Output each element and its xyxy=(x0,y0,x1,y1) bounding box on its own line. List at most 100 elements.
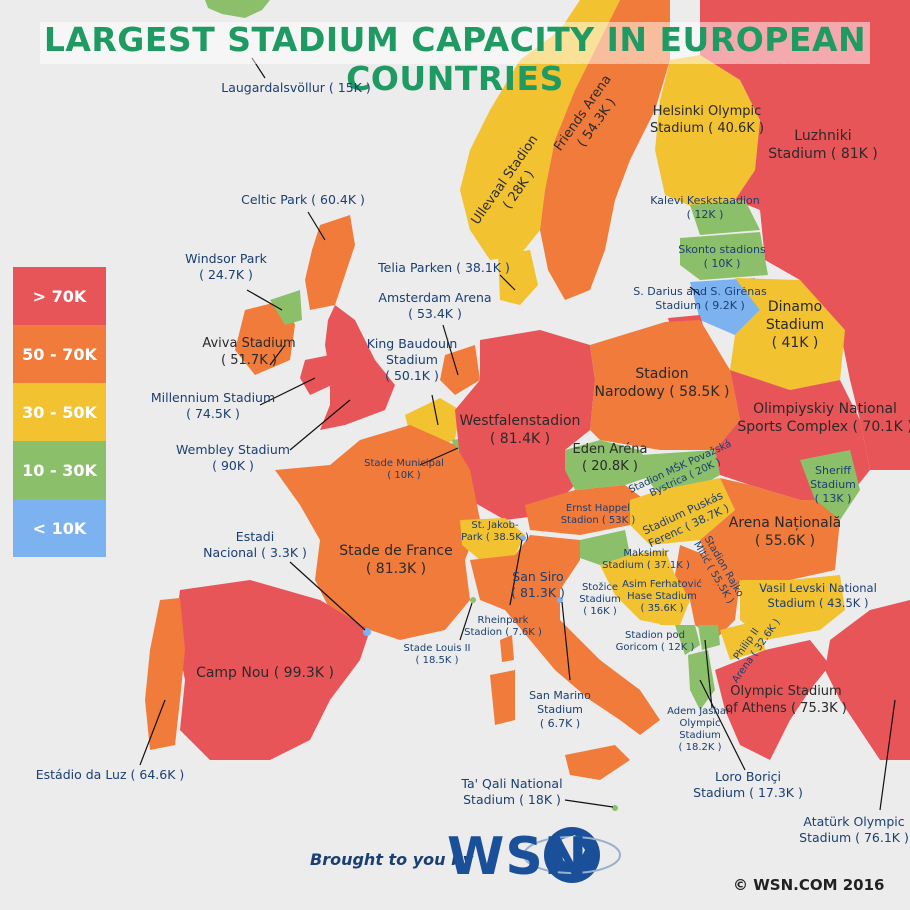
country-malta xyxy=(612,805,618,811)
legend-item-10-30k: 10 - 30K xyxy=(13,441,106,499)
label-kosovo: Adem Jashari Olympic Stadium( 18.2K ) xyxy=(667,706,733,753)
label-romania: Arena Națională( 55.6K ) xyxy=(728,515,842,549)
legend-item-50-70k: 50 - 70K xyxy=(13,325,106,383)
label-bosnia: Asim Ferhatović Hase Stadium( 35.6K ) xyxy=(622,579,702,614)
label-malta: Ta' Qali National Stadium ( 18K ) xyxy=(461,776,563,807)
country-iceland xyxy=(205,0,270,18)
label-denmark: Telia Parken ( 38.1K ) xyxy=(378,260,510,275)
legend-item-over-70k: > 70K xyxy=(13,267,106,325)
country-latvia xyxy=(680,232,768,280)
legend-item-30-50k: 30 - 50K xyxy=(13,383,106,441)
label-france: Stade de France( 81.3K ) xyxy=(339,543,453,577)
country-hungary xyxy=(630,478,735,545)
island-corsica xyxy=(500,635,514,662)
country-scotland xyxy=(305,215,355,310)
country-switzerland xyxy=(460,518,525,560)
country-france xyxy=(275,425,480,640)
label-spain: Camp Nou ( 99.3K ) xyxy=(196,665,334,681)
island-sardinia xyxy=(490,670,515,725)
label-croatia: Maksimir Stadium ( 37.1K ) xyxy=(602,548,690,571)
label-estonia: Kalevi Keskstaadion( 12K ) xyxy=(650,194,760,221)
country-finland xyxy=(655,55,760,210)
label-czech: Eden Aréna( 20.8K ) xyxy=(572,442,648,474)
wsn-globe-icon xyxy=(523,827,621,883)
label-germany: Westfalenstadion( 81.4K ) xyxy=(459,413,581,447)
country-slovakia xyxy=(640,450,720,492)
label-austria: Ernst Happel Stadion ( 53K ) xyxy=(560,503,636,526)
country-spain xyxy=(175,580,370,760)
label-poland: Stadion Narodowy ( 58.5K ) xyxy=(594,366,730,400)
label-iceland: Laugardalsvöllur ( 15K ) xyxy=(221,80,371,95)
label-scotland: Celtic Park ( 60.4K ) xyxy=(241,192,365,207)
country-czech xyxy=(565,440,655,490)
label-northern-ireland: Windsor Park( 24.7K ) xyxy=(185,251,267,282)
country-germany xyxy=(455,330,595,520)
country-bosnia xyxy=(640,575,690,625)
country-slovenia xyxy=(580,530,630,565)
label-belgium: King Baudouin Stadium( 50.1K ) xyxy=(366,336,458,383)
label-luxembourg: Stade Municipal( 10K ) xyxy=(364,458,444,481)
label-england: Wembley Stadium( 90K ) xyxy=(176,442,290,473)
country-serbia xyxy=(675,545,740,640)
island-sicily xyxy=(565,745,630,780)
country-turkey xyxy=(825,600,910,760)
label-san-marino: San Marino Stadium( 6.7K ) xyxy=(529,689,591,730)
label-finland: Helsinki Olympic Stadium ( 40.6K ) xyxy=(649,104,765,136)
country-netherlands xyxy=(440,345,480,395)
label-italy: San Siro( 81.3K ) xyxy=(511,569,565,600)
country-moldova xyxy=(800,450,860,520)
label-slovenia: Stožice Stadium( 16K ) xyxy=(579,582,621,617)
country-austria xyxy=(525,485,645,535)
label-ukraine: Olimpiyskiy National Sports Complex ( 70.… xyxy=(737,401,910,435)
country-montenegro xyxy=(675,625,700,655)
legend: > 70K 50 - 70K 30 - 50K 10 - 30K < 10K xyxy=(13,267,106,557)
label-albania: Loro Boriçi Stadium ( 17.3K ) xyxy=(693,769,803,800)
leader-lines xyxy=(139,57,896,811)
label-latvia: Skonto stadions( 10K ) xyxy=(678,243,766,270)
copyright: © WSN.COM 2016 xyxy=(733,876,885,894)
country-belarus xyxy=(730,278,845,390)
country-england xyxy=(320,305,395,430)
country-poland xyxy=(590,320,740,450)
label-lithuania: S. Darius and S. Girėnas Stadium ( 9.2K ) xyxy=(633,285,767,312)
country-russia xyxy=(700,0,910,470)
country-lithuania xyxy=(690,278,760,335)
country-albania xyxy=(688,650,715,710)
label-monaco: Stade Louis II( 18.5K ) xyxy=(403,643,471,666)
country-denmark xyxy=(498,250,538,305)
label-moldova: Sheriff Stadium( 13K ) xyxy=(810,464,856,505)
label-belarus: Dinamo Stadium( 41K ) xyxy=(765,299,825,351)
label-bulgaria: Vasil Levski National Stadium ( 43.5K ) xyxy=(759,581,877,610)
country-norway xyxy=(460,0,620,260)
label-wales: Millennium Stadium( 74.5K ) xyxy=(150,390,276,421)
country-liechtenstein xyxy=(520,535,526,541)
legend-item-under-10k: < 10K xyxy=(13,499,106,557)
country-monaco xyxy=(470,597,476,603)
label-switzerland: St. Jakob- Park ( 38.5K ) xyxy=(461,520,529,543)
label-russia: Luzhniki Stadium ( 81K ) xyxy=(768,128,878,162)
country-estonia xyxy=(690,200,760,235)
country-wales xyxy=(300,355,332,395)
country-sweden xyxy=(540,0,670,300)
label-liechtenstein: Rheinpark Stadion ( 7.6K ) xyxy=(464,615,542,638)
country-kosovo xyxy=(698,625,720,650)
country-bulgaria xyxy=(740,575,845,640)
country-san-marino xyxy=(557,597,563,603)
label-ireland: Aviva Stadium( 51.7K ) xyxy=(202,336,296,368)
country-romania xyxy=(700,478,840,580)
label-montenegro: Stadion pod Goricom ( 12K ) xyxy=(615,630,695,653)
country-ireland xyxy=(235,300,295,375)
label-turkey: Atatürk Olympic Stadium ( 76.1K ) xyxy=(799,814,909,845)
brought-to-you-text: Brought to you by xyxy=(310,850,474,869)
label-greece: Olympic Stadium of Athens ( 75.3K ) xyxy=(725,684,847,716)
country-greece xyxy=(715,640,830,760)
country-croatia xyxy=(600,550,675,625)
title-background xyxy=(40,22,870,64)
label-portugal: Estádio da Luz ( 64.6K ) xyxy=(35,767,185,782)
wsn-logo: WSN xyxy=(447,827,589,887)
country-portugal xyxy=(145,598,185,750)
label-andorra: Estadi Nacional ( 3.3K ) xyxy=(203,529,307,560)
label-netherlands: Amsterdam Arena( 53.4K ) xyxy=(378,290,492,321)
